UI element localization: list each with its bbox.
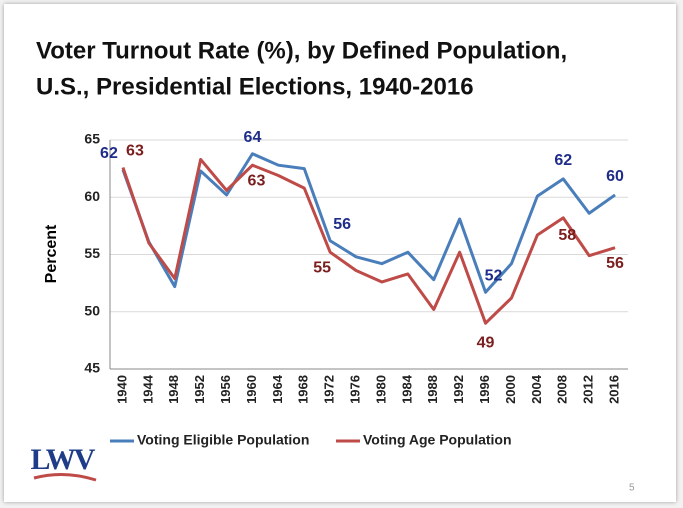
chart-title: Voter Turnout Rate (%), by Defined Popul… (36, 37, 567, 64)
data-label: 63 (126, 143, 144, 160)
x-tick-label: 1952 (192, 375, 207, 404)
data-label: 58 (558, 227, 576, 244)
y-tick-label: 50 (84, 302, 100, 318)
legend-label: Voting Eligible Population (137, 432, 309, 448)
data-label: 56 (333, 216, 351, 233)
x-tick-label: 1984 (399, 374, 414, 404)
data-label: 62 (554, 152, 572, 169)
data-label: 56 (606, 255, 624, 272)
logo: LWV (31, 443, 96, 476)
x-tick-label: 1976 (347, 375, 362, 404)
x-tick-label: 1940 (114, 375, 129, 404)
data-label: 52 (485, 268, 503, 285)
data-label: 49 (477, 334, 495, 351)
chart: Voter Turnout Rate (%), by Defined Popul… (31, 37, 635, 494)
x-tick-label: 1968 (296, 375, 311, 404)
y-tick-label: 65 (84, 131, 100, 147)
data-label: 63 (248, 172, 266, 189)
x-tick-label: 1972 (322, 375, 337, 404)
data-label: 62 (100, 145, 118, 162)
y-tick-label: 60 (84, 188, 100, 204)
x-tick-label: 1988 (425, 375, 440, 404)
chart-title: U.S., Presidential Elections, 1940-2016 (36, 73, 474, 100)
x-tick-label: 1980 (373, 375, 388, 404)
line-series (121, 157, 616, 325)
x-tick-label: 1944 (140, 374, 155, 404)
y-tick-label: 45 (84, 360, 100, 376)
x-tick-label: 2008 (555, 375, 570, 404)
x-tick-label: 2000 (503, 375, 518, 404)
data-label: 55 (313, 259, 331, 276)
y-tick-label: 55 (84, 245, 100, 261)
x-tick-label: 1992 (451, 375, 466, 404)
logo-swoosh (33, 473, 97, 482)
data-label: 60 (606, 168, 624, 185)
page-number: 5 (629, 483, 635, 494)
line-series (121, 152, 616, 294)
x-tick-label: 2016 (606, 375, 621, 404)
legend-label: Voting Age Population (363, 432, 512, 448)
x-tick-label: 1996 (477, 375, 492, 404)
x-tick-label: 1964 (270, 374, 285, 404)
x-tick-label: 1956 (218, 375, 233, 404)
x-tick-label: 2012 (581, 375, 596, 404)
slide: Voter Turnout Rate (%), by Defined Popul… (4, 4, 676, 502)
x-tick-label: 1960 (244, 375, 259, 404)
x-tick-label: 1948 (166, 375, 181, 404)
y-axis-label: Percent (43, 224, 60, 283)
data-label: 64 (244, 129, 262, 146)
x-tick-label: 2004 (529, 374, 544, 404)
